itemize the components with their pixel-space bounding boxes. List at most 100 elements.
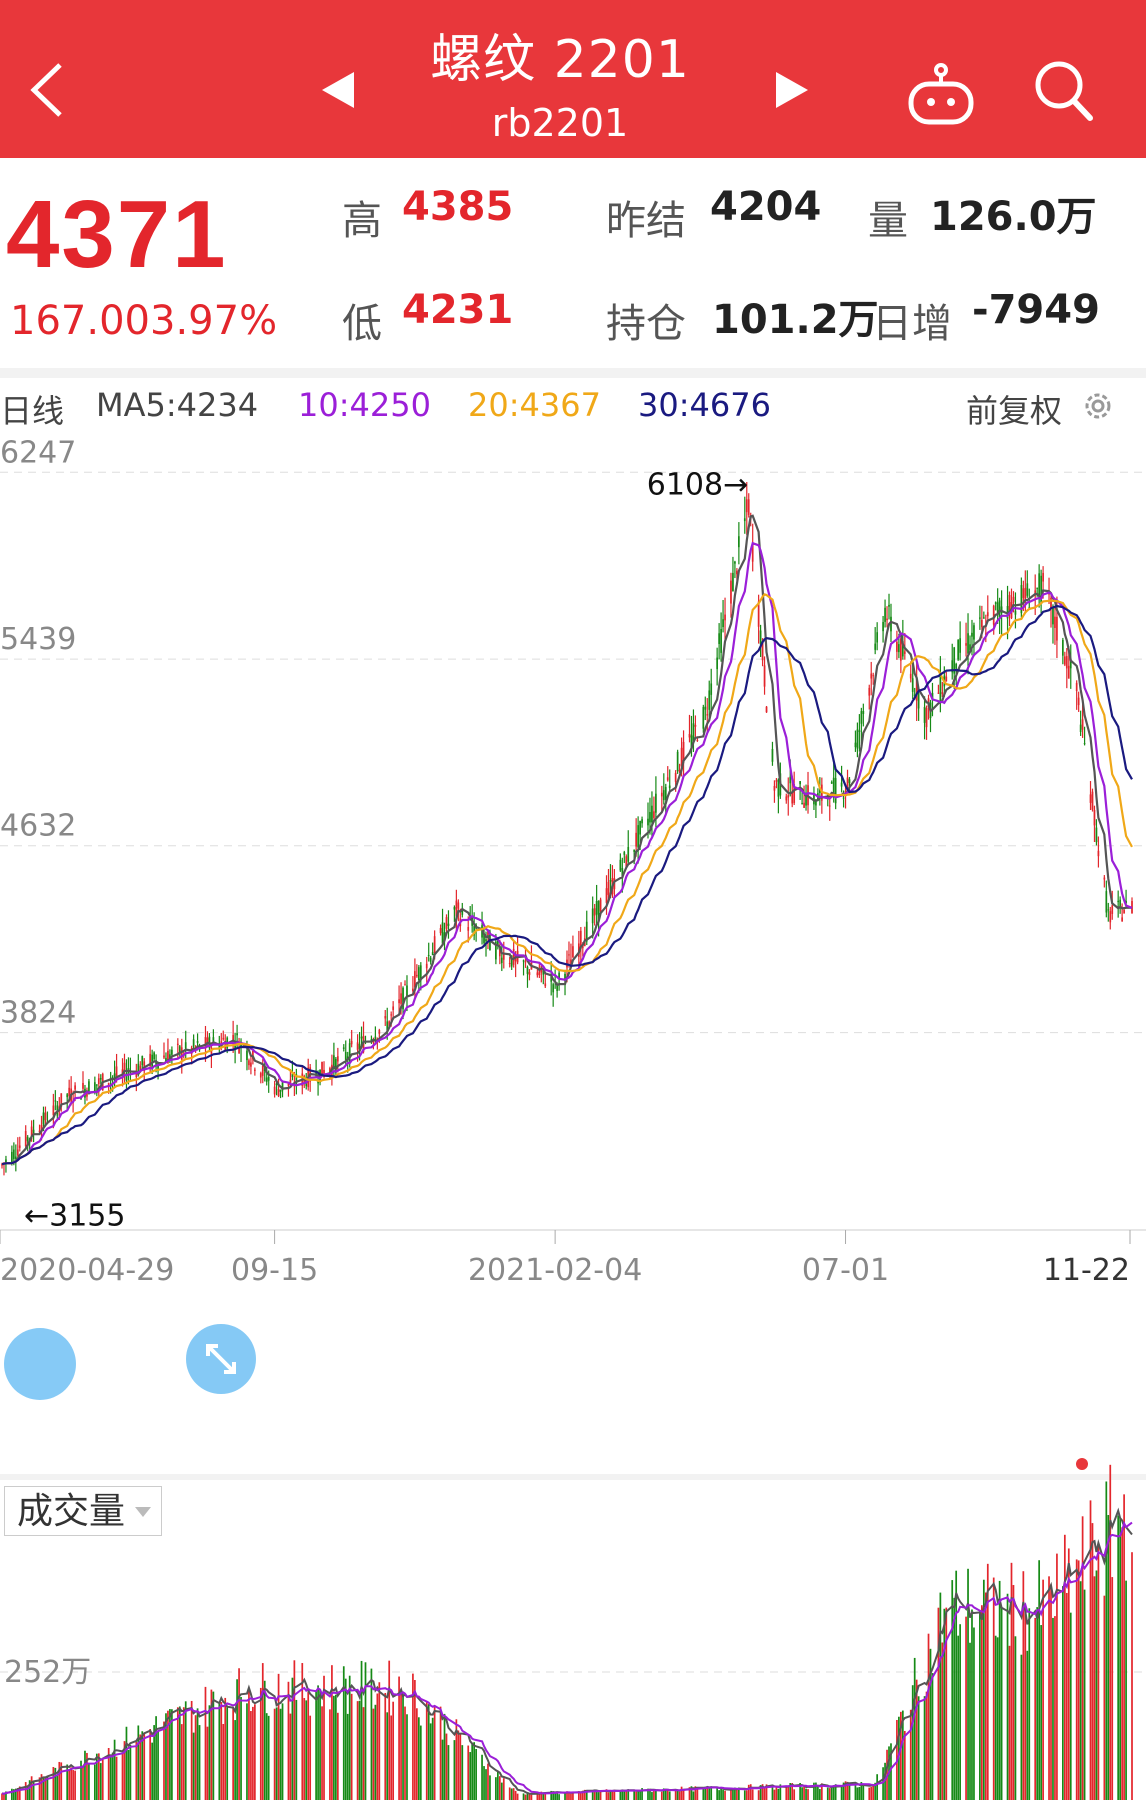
volume-bar bbox=[295, 1699, 298, 1800]
volume-bar bbox=[190, 1700, 193, 1800]
candle-body bbox=[388, 1021, 391, 1027]
candle-body bbox=[390, 1014, 393, 1016]
candle-body bbox=[761, 642, 764, 661]
volume-bar bbox=[771, 1784, 774, 1800]
volume-bar bbox=[820, 1783, 823, 1800]
volume-bar bbox=[263, 1680, 266, 1800]
candle-body bbox=[925, 707, 928, 728]
volume-bar bbox=[1095, 1570, 1098, 1800]
volume-bar bbox=[60, 1762, 63, 1800]
candle-body bbox=[259, 1073, 262, 1078]
volume-bar bbox=[301, 1663, 304, 1800]
robot-icon[interactable] bbox=[905, 62, 977, 126]
volume-bar bbox=[544, 1793, 547, 1800]
volume-bar bbox=[141, 1731, 144, 1800]
candle-body bbox=[702, 707, 705, 729]
candle-body bbox=[1081, 719, 1084, 730]
volume-bar bbox=[139, 1734, 142, 1800]
volume-bar bbox=[951, 1580, 954, 1800]
volume-bar bbox=[433, 1707, 436, 1800]
candle-body bbox=[593, 908, 596, 916]
next-contract-icon[interactable] bbox=[772, 68, 812, 112]
candle-body bbox=[433, 936, 436, 953]
volume-bar bbox=[982, 1579, 985, 1800]
indicator-select[interactable]: 成交量 bbox=[4, 1486, 162, 1536]
candle-body bbox=[623, 852, 626, 855]
volume-bar bbox=[1065, 1592, 1068, 1800]
volume-bar bbox=[360, 1660, 363, 1800]
candle-body bbox=[121, 1069, 124, 1074]
candle-body bbox=[265, 1077, 268, 1082]
volume-bar bbox=[178, 1706, 181, 1800]
volume-bar bbox=[909, 1709, 912, 1800]
volume-bar bbox=[473, 1742, 476, 1800]
period-label[interactable]: 日线 bbox=[0, 392, 65, 430]
candle-body bbox=[500, 957, 503, 964]
candle-body bbox=[757, 601, 760, 627]
prev-contract-icon[interactable] bbox=[318, 68, 358, 112]
candle-body bbox=[1056, 616, 1058, 641]
volume-bar bbox=[386, 1712, 389, 1800]
volume-bar bbox=[508, 1787, 511, 1800]
volume-bar bbox=[250, 1711, 252, 1800]
volume-bar bbox=[759, 1785, 762, 1800]
candle-body bbox=[955, 664, 958, 669]
candle-body bbox=[93, 1082, 96, 1093]
candle-body bbox=[550, 976, 553, 982]
candle-body bbox=[342, 1047, 345, 1049]
volume-bar bbox=[984, 1592, 987, 1800]
volume-bar bbox=[579, 1791, 582, 1800]
candle-body bbox=[163, 1055, 165, 1058]
slide-handle-icon[interactable] bbox=[4, 1328, 76, 1400]
candle-body bbox=[953, 647, 956, 674]
volume-bar bbox=[127, 1750, 130, 1800]
chevron-down-icon bbox=[135, 1507, 151, 1517]
candle-body bbox=[793, 784, 796, 803]
volume-bar bbox=[747, 1784, 750, 1800]
candle-body bbox=[708, 690, 711, 710]
candle-body bbox=[937, 692, 940, 694]
volume-bar bbox=[1000, 1607, 1003, 1800]
volume-bar bbox=[344, 1678, 347, 1800]
candle-body bbox=[787, 795, 790, 798]
candle-body bbox=[996, 602, 999, 616]
kline-chart[interactable]: 6247 5439 4632 3824 6108→ ←3155 2020-04-29 09-1… bbox=[0, 430, 1146, 1430]
volume-bar bbox=[967, 1568, 969, 1800]
volume-bar bbox=[874, 1782, 877, 1800]
volume-chart[interactable]: 252万 bbox=[0, 1460, 1146, 1807]
candle-body bbox=[323, 1069, 325, 1077]
volume-bar bbox=[1048, 1576, 1050, 1800]
candle-body bbox=[759, 630, 762, 645]
volume-bar bbox=[372, 1708, 375, 1800]
volume-bar bbox=[443, 1713, 446, 1800]
volume-bar bbox=[530, 1794, 533, 1800]
adjust-mode[interactable]: 前复权 bbox=[966, 392, 1063, 430]
volume-bar bbox=[309, 1715, 312, 1800]
candle-body bbox=[279, 1089, 282, 1092]
candle-body bbox=[799, 781, 801, 785]
back-icon[interactable] bbox=[22, 55, 82, 125]
gear-icon[interactable] bbox=[1080, 388, 1116, 424]
candle-body bbox=[443, 932, 446, 940]
volume-bar bbox=[277, 1673, 280, 1800]
candle-body bbox=[579, 930, 582, 949]
candle-body bbox=[252, 1050, 254, 1060]
candle-body bbox=[30, 1126, 33, 1139]
candle-body bbox=[585, 921, 588, 942]
volume-bar bbox=[1117, 1515, 1120, 1800]
volume-bar bbox=[718, 1790, 720, 1800]
volume-bar bbox=[925, 1691, 928, 1800]
volume-bar bbox=[765, 1784, 768, 1800]
volume-bar bbox=[1093, 1576, 1096, 1800]
expand-icon[interactable] bbox=[186, 1324, 256, 1394]
volume-bar bbox=[163, 1721, 165, 1800]
volume-bar bbox=[273, 1708, 276, 1800]
volume-bar bbox=[123, 1741, 126, 1800]
ma10-line bbox=[1, 541, 1133, 1166]
candle-body bbox=[317, 1080, 319, 1084]
volume-bar bbox=[30, 1776, 33, 1800]
x-tick-label: 11-22 bbox=[1043, 1253, 1130, 1288]
volume-bar bbox=[591, 1790, 594, 1800]
candle-body bbox=[483, 934, 485, 943]
search-icon[interactable] bbox=[1032, 58, 1096, 124]
